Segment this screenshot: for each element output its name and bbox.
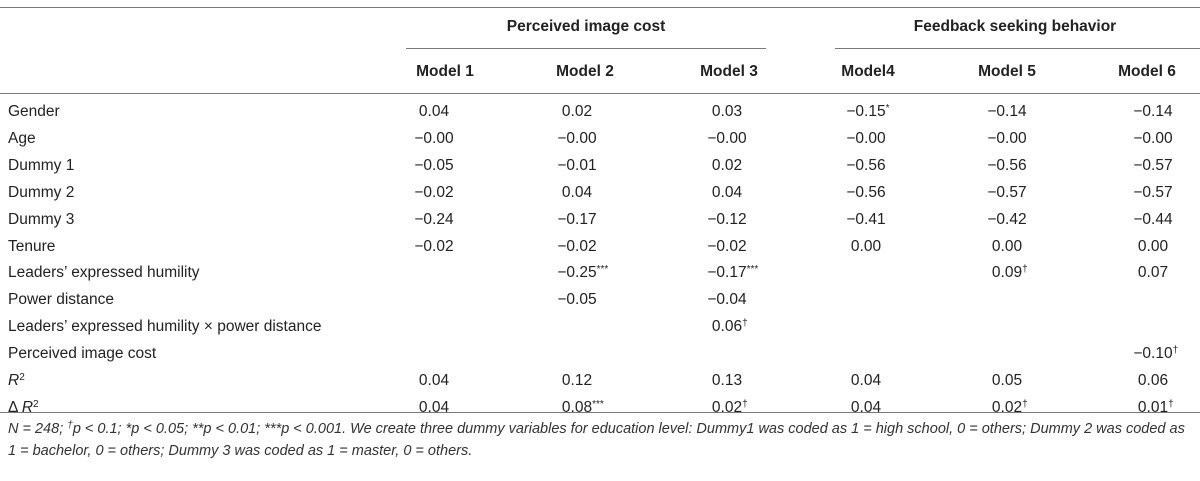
table-cell: −0.14 <box>1133 103 1173 120</box>
bottom-rule <box>0 412 1200 413</box>
table-cell: −0.56 <box>846 183 886 201</box>
table-cell: −0.12 <box>707 210 747 228</box>
table-cell: −0.00 <box>1133 129 1173 147</box>
col-header-model-6: Model 6 <box>1118 63 1176 80</box>
table-cell: −0.24 <box>414 210 454 228</box>
group-rule-image-cost <box>406 48 766 49</box>
table-cell: −0.02 <box>414 183 454 201</box>
table-cell: 0.07 <box>1137 264 1169 282</box>
col-header-model-3: Model 3 <box>700 63 758 80</box>
table-cell: −0.02 <box>557 237 597 255</box>
table-cell: −0.57 <box>1133 156 1173 174</box>
row-label: Age <box>8 129 36 147</box>
table-cell: 0.06 <box>1137 372 1169 389</box>
col-header-model-1: Model 1 <box>416 63 474 80</box>
row-label: Δ R2 <box>8 398 39 416</box>
table-cell: −0.56 <box>987 156 1027 174</box>
table-cell: 0.02 <box>561 103 593 120</box>
table-cell: 0.04 <box>850 372 882 389</box>
table-cell: −0.05 <box>414 156 454 174</box>
row-label: Power distance <box>8 291 114 309</box>
table-cell: −0.15* <box>846 103 890 120</box>
col-header-model-4: Model4 <box>841 63 895 80</box>
table-cell: 0.04 <box>711 183 743 201</box>
table-cell: 0.12 <box>561 372 593 389</box>
table-cell: −0.02 <box>414 237 454 255</box>
table-cell: 0.02 <box>711 156 743 174</box>
row-label: Perceived image cost <box>8 345 157 363</box>
table-cell: −0.00 <box>414 129 454 147</box>
table-cell: −0.17 <box>557 210 597 228</box>
table-cell: −0.17*** <box>707 264 759 282</box>
table-cell: −0.57 <box>1133 183 1173 201</box>
table-cell: −0.00 <box>846 129 886 147</box>
table-cell: −0.41 <box>846 210 886 228</box>
table-cell: 0.00 <box>1137 237 1169 255</box>
row-label: Leaders’ expressed humility × power dist… <box>8 318 322 336</box>
table-cell: −0.57 <box>987 183 1027 201</box>
table-cell: −0.44 <box>1133 210 1173 228</box>
table-cell: 0.02† <box>991 398 1028 416</box>
table-cell: 0.13 <box>711 372 743 389</box>
group-rule-feedback-seeking <box>835 48 1200 49</box>
table-cell: −0.00 <box>557 129 597 147</box>
table-cell: −0.00 <box>987 129 1027 147</box>
group-header-feedback-seeking: Feedback seeking behavior <box>913 18 1117 35</box>
table-cell: 0.08*** <box>561 398 604 416</box>
table-footnote: N = 248; †p < 0.1; *p < 0.05; **p < 0.01… <box>8 420 1185 460</box>
table-cell: −0.42 <box>987 210 1027 228</box>
table-cell: 0.02† <box>711 398 748 416</box>
table-cell: 0.04 <box>850 398 882 416</box>
row-label: Leaders’ expressed humility <box>8 264 200 282</box>
table-cell: 0.05 <box>991 372 1023 389</box>
table-cell: 0.04 <box>561 183 593 201</box>
table-cell: −0.05 <box>557 291 597 309</box>
table-cell: 0.04 <box>418 398 450 416</box>
row-label: Dummy 2 <box>8 183 75 201</box>
group-header-image-cost: Perceived image cost <box>506 18 666 35</box>
table-cell: 0.04 <box>418 372 450 389</box>
col-header-model-2: Model 2 <box>556 63 614 80</box>
table-cell: 0.04 <box>418 103 450 120</box>
table-cell: 0.00 <box>850 237 882 255</box>
row-label: R2 <box>8 372 25 389</box>
table-cell: 0.09† <box>991 264 1028 282</box>
table-cell: −0.10† <box>1133 345 1179 363</box>
table-cell: −0.01 <box>557 156 597 174</box>
table-cell: −0.00 <box>707 129 747 147</box>
row-label: Dummy 1 <box>8 156 75 174</box>
table-cell: 0.01† <box>1137 398 1174 416</box>
table-cell: −0.04 <box>707 291 747 309</box>
table-cell: −0.56 <box>846 156 886 174</box>
row-label: Gender <box>8 103 60 120</box>
table-cell: −0.02 <box>707 237 747 255</box>
table-cell: 0.06† <box>711 318 748 336</box>
row-label: Tenure <box>8 237 56 255</box>
table-cell: 0.03 <box>711 103 743 120</box>
table-cell: −0.14 <box>987 103 1027 120</box>
header-rule <box>0 93 1200 94</box>
table-cell: 0.00 <box>991 237 1023 255</box>
row-label: Dummy 3 <box>8 210 75 228</box>
table-cell: −0.25*** <box>557 264 609 282</box>
col-header-model-5: Model 5 <box>978 63 1036 80</box>
top-rule <box>0 7 1200 8</box>
